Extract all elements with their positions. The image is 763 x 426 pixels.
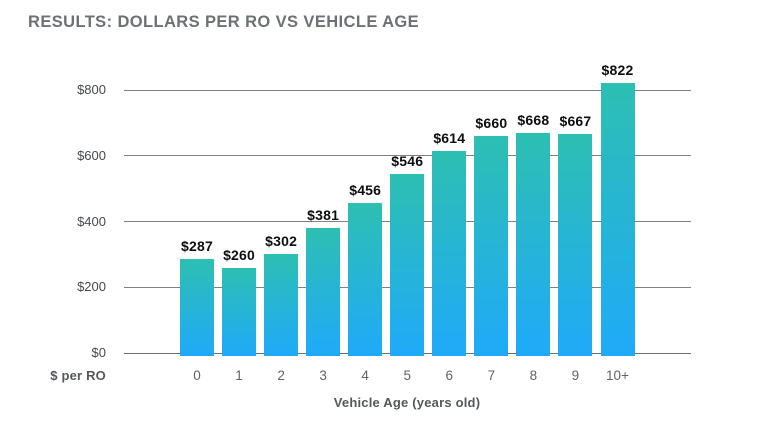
bar-value-label: $260 [223, 246, 256, 263]
x-tick-label: 6 [445, 368, 454, 383]
y-axis-title: $ per RO [50, 368, 106, 383]
x-tick-label: 5 [403, 368, 411, 383]
y-tick-label: $600 [77, 147, 106, 163]
bar-value-label: $660 [475, 115, 508, 132]
bar-age-2 [264, 253, 299, 356]
bar-age-8 [516, 133, 551, 356]
y-tick-label: $400 [77, 213, 106, 229]
bar-value-label: $302 [265, 232, 298, 249]
bar-value-label: $668 [517, 112, 550, 129]
bar-age-9 [558, 133, 593, 356]
bar-age-3 [306, 227, 341, 356]
gridline-800 [124, 89, 691, 91]
x-tick-label: 3 [319, 368, 327, 383]
x-axis-title: Vehicle Age (years old) [333, 395, 481, 410]
bar-age-7 [474, 136, 509, 356]
bar-age-4 [348, 203, 383, 356]
y-tick-label: $200 [77, 279, 106, 295]
bar-value-label: $287 [181, 237, 213, 254]
bar-age-5 [390, 173, 425, 356]
x-tick-label: 7 [487, 368, 496, 383]
bar-value-label: $546 [391, 152, 424, 169]
y-tick-label: $800 [77, 82, 106, 97]
x-tick-label: 1 [235, 368, 243, 383]
bar-age-0 [180, 258, 214, 356]
x-tick-label: 9 [571, 368, 580, 383]
x-tick-label: 0 [193, 368, 201, 383]
bar-age-1 [222, 267, 257, 356]
bar-value-label: $667 [559, 112, 592, 129]
x-tick-label: 10+ [606, 368, 629, 383]
x-tick-label: 2 [277, 368, 285, 383]
bar-age-10+ [600, 82, 635, 356]
chart-title: RESULTS: DOLLARS PER RO VS VEHICLE AGE [28, 13, 420, 31]
y-tick-label: $0 [91, 345, 106, 360]
x-tick-label: 4 [361, 368, 369, 383]
bar-value-label: $381 [307, 206, 340, 223]
gridline-600 [124, 155, 691, 157]
bar-value-label: $614 [433, 130, 466, 147]
bar-value-label: $456 [349, 182, 382, 199]
x-tick-label: 8 [529, 368, 538, 383]
bar-age-6 [432, 151, 467, 356]
bar-value-label: $822 [601, 61, 634, 78]
